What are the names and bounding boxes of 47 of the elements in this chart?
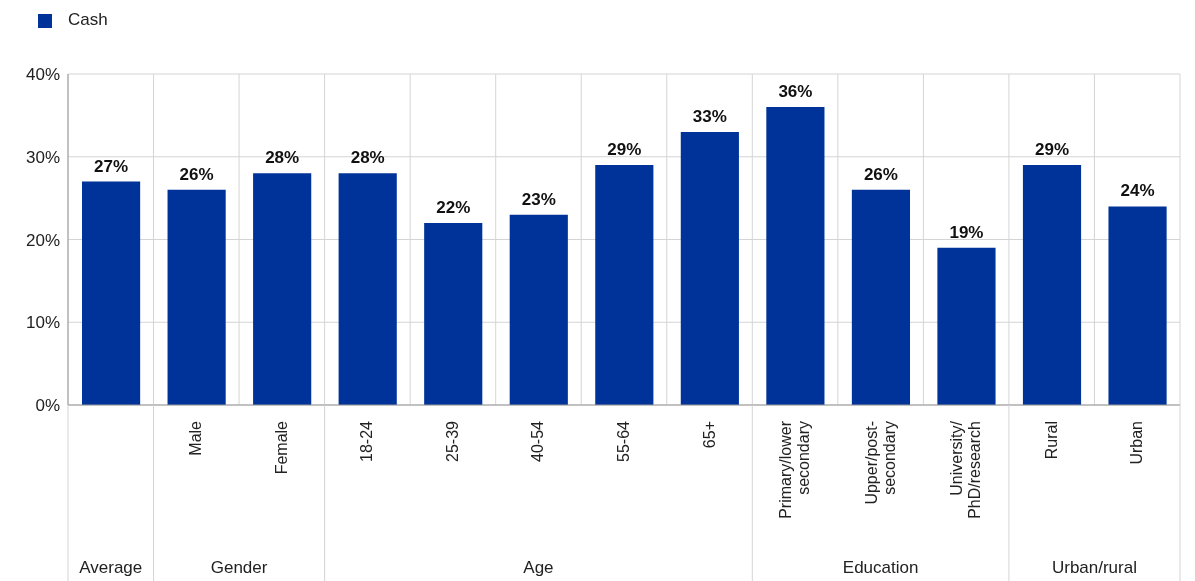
- bar: [937, 247, 996, 405]
- data-label: 26%: [863, 164, 898, 184]
- text: Gender: [210, 558, 268, 577]
- data-label: 28%: [265, 148, 300, 168]
- legend-label: Cash: [68, 10, 108, 29]
- bar: [253, 173, 312, 405]
- text: Urban/rural: [1051, 558, 1137, 577]
- x-tick-label: 40-54: [529, 420, 547, 462]
- data-label: 36%: [778, 82, 813, 102]
- data-label: 22%: [436, 197, 471, 217]
- data-label: 29%: [1034, 140, 1070, 160]
- x-tick-label: Urban: [1128, 421, 1146, 465]
- data-label: 29%: [607, 140, 642, 160]
- y-tick-label: 20%: [25, 230, 60, 250]
- data-label: 27%: [94, 156, 129, 176]
- x-tick-label: 25-39: [443, 420, 461, 462]
- y-tick-label: 40%: [25, 65, 60, 85]
- x-tick-label: Rural: [1042, 421, 1060, 460]
- x-tick-label: Male: [187, 420, 205, 456]
- x-tick-label: 65+: [700, 421, 718, 449]
- bar: [509, 214, 568, 405]
- x-tick-label: Primary/lower secondary: [777, 420, 813, 519]
- data-label: 26%: [179, 164, 214, 184]
- text: Age: [523, 558, 554, 577]
- bar: [1022, 165, 1082, 405]
- data-label: 28%: [350, 148, 385, 168]
- x-tick-label: Female: [272, 420, 290, 475]
- bar: [1108, 206, 1167, 405]
- data-label: 23%: [521, 189, 556, 209]
- bar: [167, 189, 226, 405]
- bar: [424, 222, 483, 405]
- data-label: 19%: [949, 222, 984, 242]
- bar: [851, 189, 911, 405]
- bar: [595, 165, 654, 405]
- x-tick-label: 55-64: [615, 420, 632, 462]
- data-label: 33%: [692, 106, 727, 126]
- bar: [766, 107, 825, 405]
- x-tick-label: 18-24: [358, 420, 376, 462]
- bar: [680, 131, 739, 405]
- y-tick-label: 30%: [25, 147, 60, 167]
- y-tick-label: 0%: [35, 396, 60, 416]
- bar: [82, 181, 141, 405]
- data-label: 24%: [1120, 181, 1155, 201]
- y-tick-label: 10%: [25, 313, 60, 333]
- text: Average: [79, 558, 143, 577]
- bar: [338, 173, 397, 405]
- text: Education: [842, 558, 919, 577]
